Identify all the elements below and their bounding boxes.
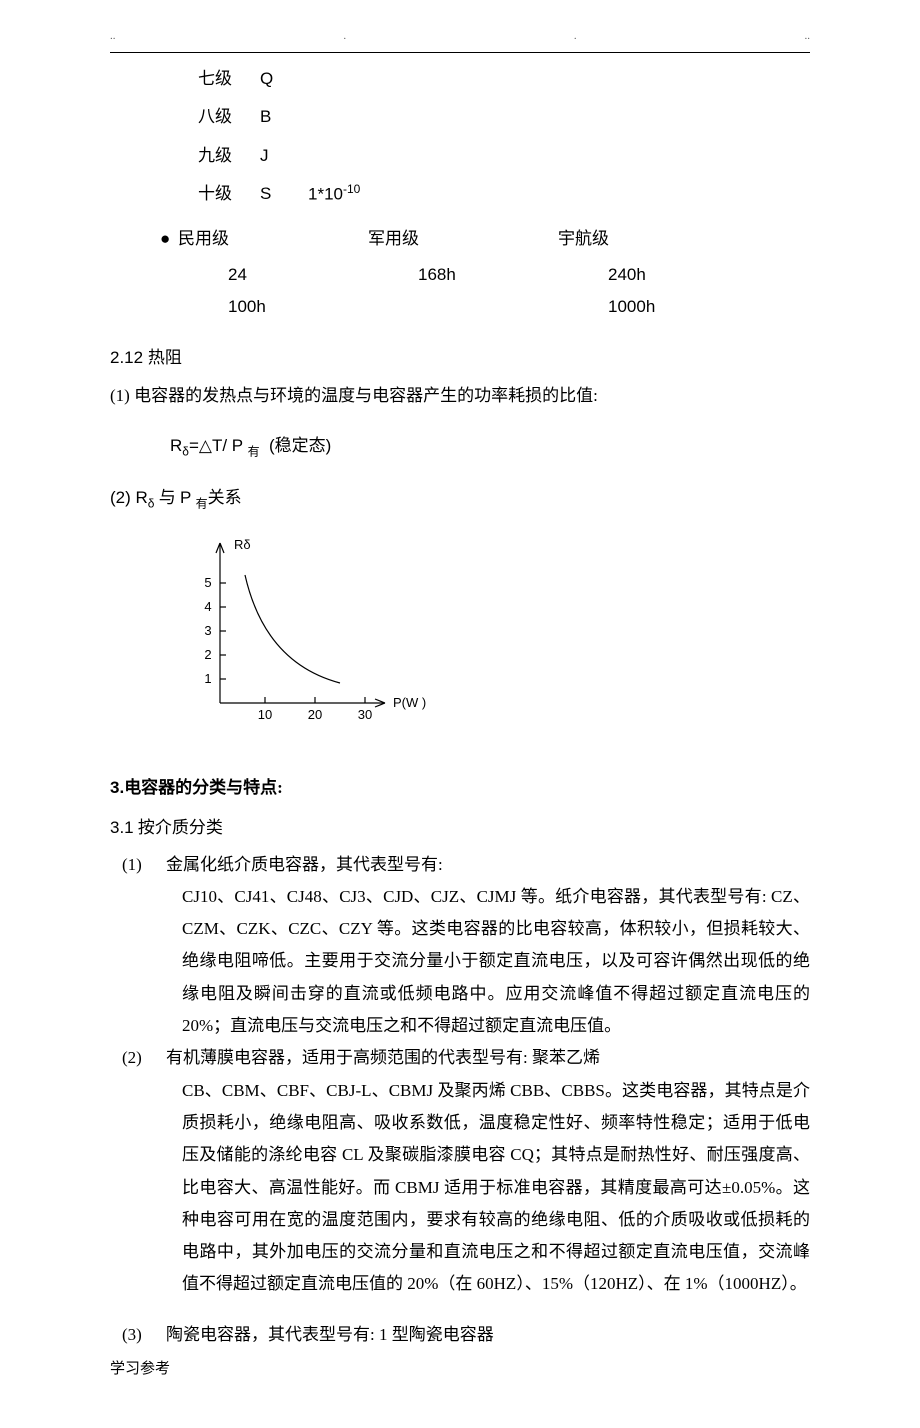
grade-code: B: [260, 101, 280, 133]
item-1: (1)金属化纸介质电容器，其代表型号有: CJ10、CJ41、CJ48、CJ3、…: [110, 849, 810, 1043]
section-212-heading: 2.12 热阻: [110, 342, 810, 374]
header-rule: [110, 52, 810, 53]
rdelta-chart: 5 4 3 2 1 10 20 30 Rδ P(W ): [190, 533, 810, 744]
section-212-line1: (1) 电容器的发热点与环境的温度与电容器产生的功率耗损的比值:: [110, 380, 810, 412]
usage-value: 24: [228, 259, 418, 291]
grade-label: 九级: [190, 140, 232, 172]
usage-value: 100h: [228, 291, 608, 323]
usage-header-civil: 民用级: [178, 223, 368, 255]
header-dots: .. . . ..: [80, 30, 840, 42]
subsection-31: 3.1 按介质分类: [110, 812, 810, 844]
grade-code: J: [260, 140, 280, 172]
footer-text: 学习参考: [80, 1351, 840, 1378]
chart-svg: 5 4 3 2 1 10 20 30 Rδ P(W ): [190, 533, 450, 733]
usage-header-military: 军用级: [368, 223, 558, 255]
usage-row: 100h 1000h: [228, 291, 810, 323]
grade-row: 九级 J: [190, 140, 810, 172]
usage-row: 24 168h 240h: [228, 259, 810, 291]
grade-label: 十级: [190, 178, 232, 211]
usage-header-aerospace: 宇航级: [558, 223, 609, 255]
grade-row: 七级 Q: [190, 63, 810, 95]
grade-label: 七级: [190, 63, 232, 95]
usage-value: 240h: [608, 259, 646, 291]
svg-text:5: 5: [204, 575, 211, 590]
svg-text:1: 1: [204, 671, 211, 686]
item-2: (2)有机薄膜电容器，适用于高频范围的代表型号有: 聚苯乙烯 CB、CBM、CB…: [110, 1042, 810, 1300]
grade-code: Q: [260, 63, 280, 95]
section-3-heading: 3.电容器的分类与特点:: [110, 772, 810, 804]
formula: Rδ=△T/ P 有 (稳定态): [170, 430, 810, 463]
item-number: (3): [122, 1319, 166, 1351]
item-3: (3)陶瓷电容器，其代表型号有: 1 型陶瓷电容器: [110, 1319, 810, 1351]
grade-value: 1*10-10: [308, 178, 360, 211]
item-number: (2): [122, 1042, 166, 1074]
usage-value: 1000h: [608, 291, 655, 323]
item-header: 金属化纸介质电容器，其代表型号有:: [166, 855, 443, 874]
usage-grades: ● 民用级 军用级 宇航级 24 168h 240h 100h 1000h: [160, 223, 810, 324]
item-body: CJ10、CJ41、CJ48、CJ3、CJD、CJZ、CJMJ 等。纸介电容器，…: [182, 881, 810, 1042]
svg-text:20: 20: [308, 707, 322, 722]
item-body: CB、CBM、CBF、CBJ-L、CBMJ 及聚丙烯 CBB、CBBS。这类电容…: [182, 1075, 810, 1301]
bullet-icon: ●: [160, 223, 178, 255]
svg-text:3: 3: [204, 623, 211, 638]
grade-row: 十级 S 1*10-10: [190, 178, 810, 211]
svg-text:P(W ): P(W ): [393, 695, 426, 710]
svg-text:4: 4: [204, 599, 211, 614]
item-header: 陶瓷电容器，其代表型号有: 1 型陶瓷电容器: [166, 1325, 494, 1344]
svg-text:Rδ: Rδ: [234, 537, 251, 552]
item-header: 有机薄膜电容器，适用于高频范围的代表型号有: 聚苯乙烯: [166, 1048, 600, 1067]
grade-row: 八级 B: [190, 101, 810, 133]
item-number: (1): [122, 849, 166, 881]
grade-code: S: [260, 178, 280, 211]
usage-row-header: ● 民用级 军用级 宇航级: [160, 223, 810, 255]
svg-text:30: 30: [358, 707, 372, 722]
usage-value: 168h: [418, 259, 608, 291]
section-212-line2: (2) Rδ 与 P 有关系: [110, 482, 810, 515]
grades-list: 七级 Q 八级 B 九级 J 十级 S 1*10-10: [110, 63, 810, 211]
svg-text:10: 10: [258, 707, 272, 722]
grade-label: 八级: [190, 101, 232, 133]
svg-text:2: 2: [204, 647, 211, 662]
